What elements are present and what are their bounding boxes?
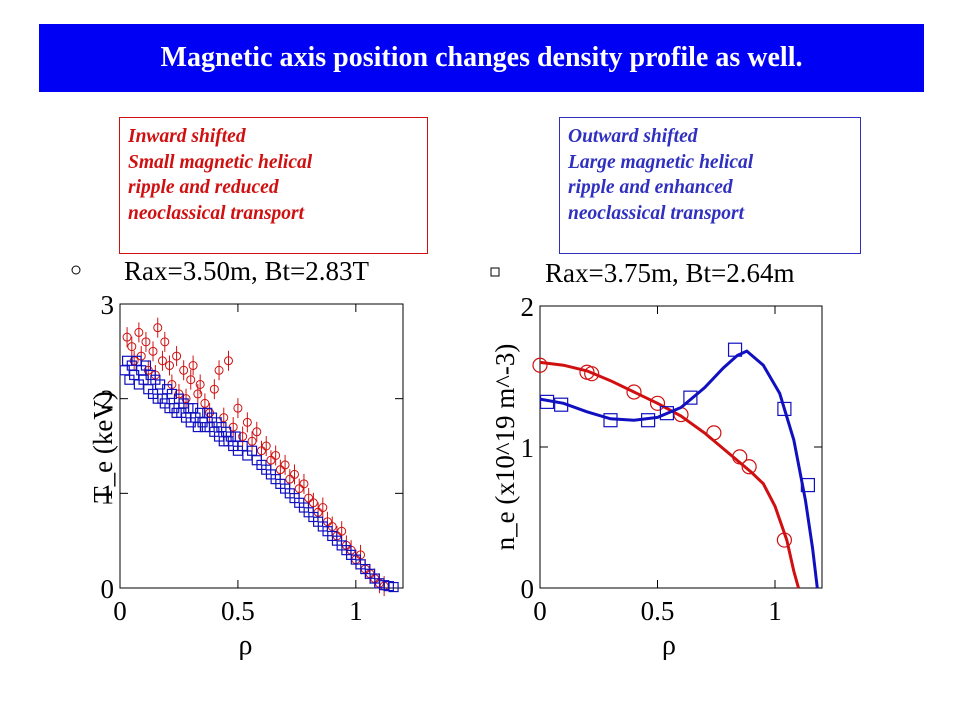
note-line: neoclassical transport <box>128 202 305 224</box>
data-point-circle <box>172 351 182 361</box>
data-point-circle <box>318 503 328 513</box>
data-point-circle <box>238 432 248 442</box>
data-point-circle <box>275 465 285 475</box>
data-point-circle <box>706 425 722 441</box>
data-point-circle <box>271 450 281 460</box>
y-axis-label: T_e (keV) <box>88 391 118 503</box>
data-point-circle <box>214 365 224 375</box>
data-point-circle <box>266 455 276 465</box>
data-point-circle <box>179 365 189 375</box>
data-point-circle <box>148 346 158 356</box>
x-tick-label: 0 <box>113 596 127 626</box>
data-point-circle <box>165 361 175 371</box>
y-tick-label: 2 <box>101 385 115 415</box>
y-axis-label: n_e (x10^19 m^-3) <box>490 344 520 551</box>
data-point-square <box>230 431 241 442</box>
note-inward-shifted: Inward shifted Small magnetic helical ri… <box>119 117 428 254</box>
y-tick-label: 3 <box>101 290 115 320</box>
data-point-circle <box>193 389 203 399</box>
x-axis-label: ρ <box>662 630 676 661</box>
series-line <box>539 360 800 589</box>
data-point-circle <box>157 356 167 366</box>
data-point-circle <box>223 356 233 366</box>
series-2 <box>539 342 819 589</box>
plot-frame <box>119 303 404 589</box>
data-point-circle <box>188 361 198 371</box>
series-line <box>539 349 819 589</box>
series-1 <box>532 357 800 589</box>
data-point-circle <box>195 379 205 389</box>
y-tick-label: 1 <box>101 479 115 509</box>
series-2 <box>119 355 399 593</box>
legend-label: Rax=3.50m, Bt=2.83T <box>124 256 369 286</box>
legend-label: Rax=3.75m, Bt=2.64m <box>545 258 794 288</box>
note-line: ripple and enhanced <box>568 177 733 198</box>
data-point-circle <box>261 441 271 451</box>
data-point-circle <box>247 436 257 446</box>
data-point-circle <box>626 384 642 400</box>
data-point-circle <box>304 493 314 503</box>
data-point-circle <box>252 427 262 437</box>
data-point-circle <box>776 532 793 548</box>
data-point-circle <box>299 479 309 489</box>
data-point-square <box>659 406 675 421</box>
title-bar: Magnetic axis position changes density p… <box>39 24 924 92</box>
data-point-circle <box>337 526 347 536</box>
x-axis-label: ρ <box>239 630 253 661</box>
data-point-circle <box>122 332 132 342</box>
data-point-circle <box>285 474 295 484</box>
data-point-square <box>388 581 399 593</box>
data-point-circle <box>732 449 748 465</box>
data-point-circle <box>186 375 196 385</box>
note-line: Outward shifted <box>568 126 698 147</box>
x-tick-label: 1 <box>768 596 782 626</box>
y-tick-label: 0 <box>521 574 535 604</box>
x-tick-label: 0.5 <box>641 596 675 626</box>
data-point-circle <box>141 337 151 347</box>
x-tick-label: 1 <box>349 596 363 626</box>
data-point-circle <box>280 460 290 470</box>
data-point-circle <box>741 459 757 475</box>
data-point-square <box>777 401 792 417</box>
data-point-circle <box>242 417 252 427</box>
legend-square-marker <box>490 267 500 277</box>
data-point-circle <box>134 327 144 337</box>
y-tick-label: 0 <box>101 574 115 604</box>
data-point-circle <box>257 446 266 456</box>
data-point-square <box>727 342 743 357</box>
data-point-circle <box>290 469 300 479</box>
data-point-square <box>640 413 656 428</box>
data-point-circle <box>153 323 163 333</box>
data-point-square <box>554 397 569 412</box>
data-point-circle <box>308 498 318 508</box>
data-point-circle <box>200 398 210 408</box>
note-line: neoclassical transport <box>568 202 745 224</box>
data-point-circle <box>649 395 666 411</box>
chart-1: 0 0.5 1 0 1 2 3 ρ T_e (keV) Rax=3.50m, Bt=2.83T <box>71 256 404 661</box>
data-point-circle <box>127 342 137 352</box>
data-point-square <box>539 394 555 409</box>
data-point-circle <box>294 484 304 494</box>
data-point-circle <box>209 384 219 394</box>
note-outward-shifted: Outward shifted Large magnetic helical r… <box>559 117 861 254</box>
data-point-circle <box>160 337 170 347</box>
data-point-square <box>603 413 618 428</box>
data-point-circle <box>233 403 243 413</box>
data-point-circle <box>584 366 600 382</box>
chart-2: 0 0.5 1 0 1 2 ρ n_e (x10^19 m^-3) Rax=3.75m, Bt=… <box>490 258 823 661</box>
y-tick-label: 1 <box>521 433 535 463</box>
x-tick-label: 0 <box>533 596 547 626</box>
data-point-circle <box>532 357 548 373</box>
data-point-square <box>800 477 816 493</box>
x-tick-label: 0.5 <box>221 596 255 626</box>
y-tick-label: 2 <box>521 292 535 322</box>
note-line: ripple and reduced <box>128 177 279 198</box>
legend-circle-marker <box>71 265 81 275</box>
page-title: Magnetic axis position changes density p… <box>160 42 803 73</box>
note-line: Inward shifted <box>128 126 246 147</box>
note-line: Large magnetic helical <box>568 151 754 173</box>
data-point-square <box>683 390 698 405</box>
note-line: Small magnetic helical <box>128 151 313 173</box>
